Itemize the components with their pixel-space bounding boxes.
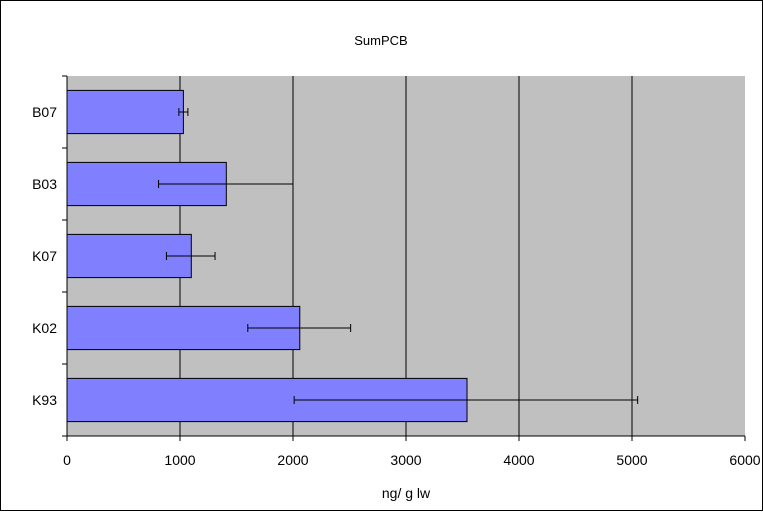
- tick-labels: B07 B03 K07 K02 K93 0 1000 2000 3000 4000 5000 6000: [32, 104, 761, 468]
- error-bars: [158, 108, 639, 404]
- error-bar-k07: [165, 252, 216, 260]
- y-tick-label-k07: K07: [32, 248, 57, 264]
- error-bar-k02: [247, 324, 352, 332]
- y-tick-label-k02: K02: [32, 320, 57, 336]
- error-bar-k93: [293, 396, 639, 404]
- error-bar-b07: [178, 108, 189, 116]
- x-axis-title: ng/ g lw: [382, 485, 431, 501]
- axes: [62, 75, 746, 441]
- y-tick-label-b03: B03: [32, 176, 57, 192]
- y-tick-label-k93: K93: [32, 392, 57, 408]
- bar-b07: [66, 89, 184, 135]
- gridlines: [179, 76, 633, 436]
- x-tick-label-4000: 4000: [503, 452, 534, 468]
- x-tick-label-2000: 2000: [277, 452, 308, 468]
- x-tick-label-0: 0: [63, 452, 71, 468]
- x-tick-label-3000: 3000: [390, 452, 421, 468]
- y-tick-label-b07: B07: [32, 104, 57, 120]
- x-tick-label-1000: 1000: [164, 452, 195, 468]
- bars: [66, 89, 468, 423]
- x-tick-label-6000: 6000: [729, 452, 760, 468]
- x-tick-label-5000: 5000: [616, 452, 647, 468]
- error-bar-b03: [158, 180, 294, 188]
- chart-title: SumPCB: [354, 33, 407, 48]
